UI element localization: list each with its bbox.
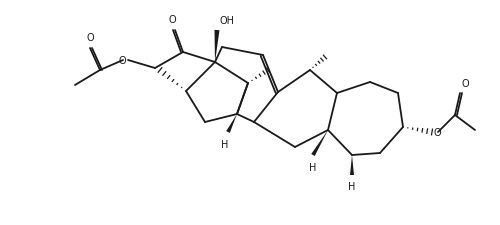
Text: O: O	[86, 33, 94, 43]
Text: O: O	[168, 15, 176, 25]
Polygon shape	[312, 130, 328, 156]
Polygon shape	[214, 30, 220, 62]
Text: O: O	[118, 56, 126, 66]
Polygon shape	[226, 114, 237, 133]
Text: O: O	[462, 79, 469, 89]
Text: H: H	[348, 182, 356, 192]
Text: O: O	[434, 128, 442, 138]
Polygon shape	[350, 155, 354, 175]
Text: H: H	[222, 140, 228, 150]
Text: OH: OH	[219, 16, 234, 26]
Text: H: H	[310, 163, 316, 173]
